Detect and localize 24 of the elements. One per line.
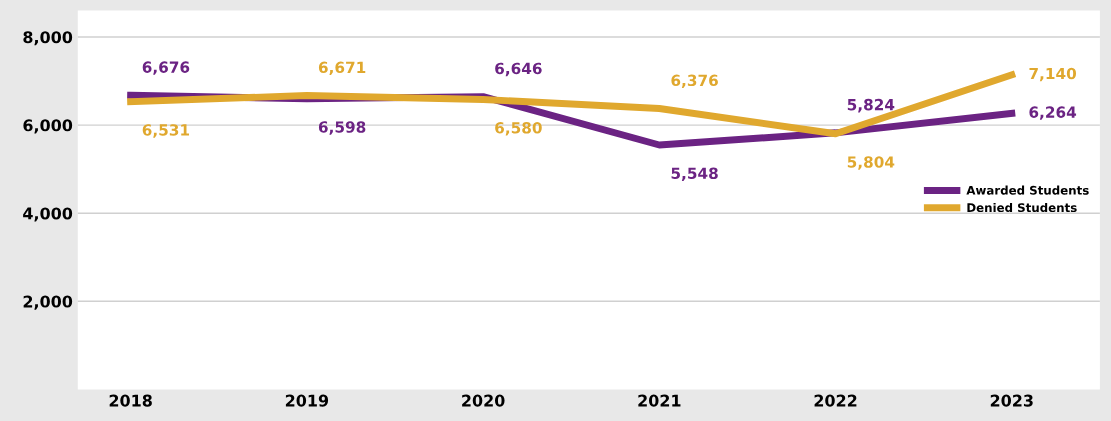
x-tick-label: 2020 bbox=[462, 394, 505, 407]
data-label: 7,140 bbox=[1029, 67, 1077, 82]
x-tick-label: 2021 bbox=[638, 394, 681, 407]
data-label: 5,804 bbox=[847, 156, 895, 170]
y-tick-label: 4,000 bbox=[23, 207, 73, 222]
y-tick-label: 2,000 bbox=[23, 295, 73, 310]
data-label: 6,646 bbox=[495, 62, 542, 77]
x-tick-label: 2018 bbox=[109, 394, 152, 407]
x-tick-label: 2019 bbox=[285, 394, 329, 407]
y-tick-label: 8,000 bbox=[23, 31, 73, 46]
y-tick-label: 6,000 bbox=[23, 119, 73, 134]
legend-label: Denied Students bbox=[967, 202, 1077, 213]
data-label: 6,598 bbox=[318, 121, 366, 135]
legend-label: Awarded Students bbox=[966, 185, 1089, 195]
data-label: 6,376 bbox=[671, 74, 718, 89]
data-label: 6,671 bbox=[318, 61, 366, 76]
data-label: 6,264 bbox=[1029, 106, 1077, 120]
data-label: 6,531 bbox=[142, 124, 190, 138]
data-label: 5,548 bbox=[671, 167, 718, 181]
data-label: 6,676 bbox=[142, 61, 190, 75]
x-tick-label: 2022 bbox=[814, 394, 857, 407]
data-label: 5,824 bbox=[847, 98, 895, 113]
data-label: 6,580 bbox=[495, 122, 542, 136]
x-tick-label: 2023 bbox=[990, 394, 1033, 407]
